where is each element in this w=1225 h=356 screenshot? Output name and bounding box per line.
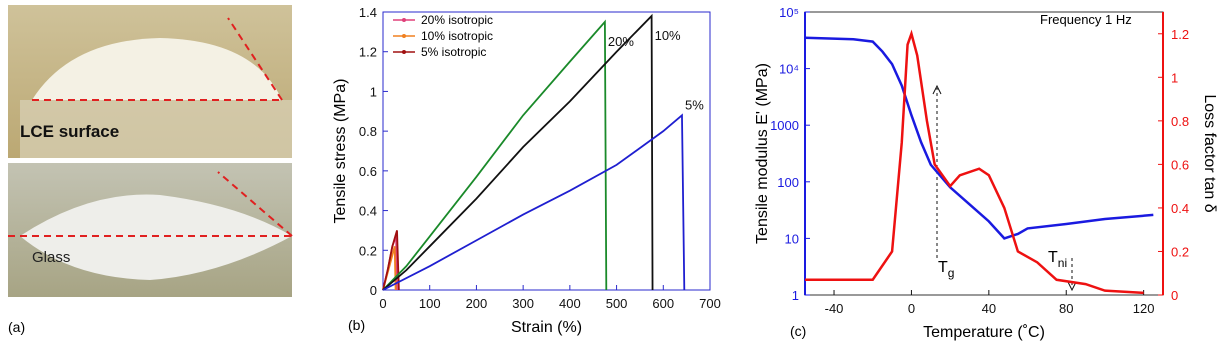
x-tick-label: 0 xyxy=(908,301,915,316)
x-tick-label: 120 xyxy=(1133,301,1155,316)
plot-frame xyxy=(804,11,1164,296)
y2-tick-label: 0.6 xyxy=(1171,157,1189,172)
arrow-head xyxy=(932,84,942,95)
annotation-sub: g xyxy=(948,266,955,280)
y-tick-label: 0 xyxy=(370,283,377,298)
series-line xyxy=(382,19,608,291)
y-tick-label: 0.8 xyxy=(359,124,377,139)
annotation: Tg xyxy=(938,259,954,280)
x-axis-label: Strain (%) xyxy=(511,319,582,336)
y2-tick-label: 0.4 xyxy=(1171,201,1189,216)
y-tick-label: 0.6 xyxy=(359,164,377,179)
annotation-sub: ni xyxy=(1058,256,1067,270)
y-tick-label: 10⁴ xyxy=(779,62,799,77)
photo-glass: Glass xyxy=(8,163,293,297)
y2-tick-label: 1.2 xyxy=(1171,27,1189,42)
legend-marker xyxy=(402,50,406,54)
panel-label: (c) xyxy=(790,323,806,339)
y2-tick-label: 0 xyxy=(1171,288,1178,303)
annotation: Tni xyxy=(1048,249,1067,270)
series-line xyxy=(382,230,400,291)
photo-label: LCE surface xyxy=(20,122,119,141)
x-tick-label: 40 xyxy=(982,301,996,316)
legend-marker xyxy=(402,34,406,38)
arrow-head xyxy=(1067,281,1077,292)
y-tick-label: 1 xyxy=(792,288,799,303)
legend-marker xyxy=(402,18,406,22)
annotation-text: T xyxy=(1048,249,1058,266)
series-line xyxy=(805,29,1144,295)
series-label: 20% xyxy=(608,34,634,49)
y2-tick-label: 0.2 xyxy=(1171,244,1189,259)
series-line xyxy=(804,36,1154,240)
series-line xyxy=(382,13,654,291)
x-tick-label: 400 xyxy=(559,296,581,311)
legend-label: 20% isotropic xyxy=(421,13,493,27)
x-tick-label: 100 xyxy=(419,296,441,311)
x-tick-label: 500 xyxy=(606,296,628,311)
y2-tick-label: 0.8 xyxy=(1171,114,1189,129)
y-tick-label: 1000 xyxy=(770,118,799,133)
series-label: 5% xyxy=(685,97,704,112)
y-axis-label: Tensile modulus E' (MPa) xyxy=(754,63,771,244)
y-tick-label: 1.2 xyxy=(359,45,377,60)
panel-label: (b) xyxy=(348,317,365,333)
x-tick-label: 0 xyxy=(379,296,386,311)
y-tick-label: 1.4 xyxy=(359,5,377,20)
annotation-text: T xyxy=(938,259,948,276)
photo-label: Glass xyxy=(32,249,70,266)
x-axis-label: Temperature (˚C) xyxy=(923,324,1045,341)
y-tick-label: 100 xyxy=(777,175,799,190)
annotation: Frequency 1 Hz xyxy=(1040,12,1132,27)
x-tick-label: 700 xyxy=(699,296,721,311)
legend-label: 5% isotropic xyxy=(421,45,486,59)
y-tick-label: 0.2 xyxy=(359,243,377,258)
y-tick-label: 10⁵ xyxy=(779,5,799,20)
series-label: 10% xyxy=(655,28,681,43)
legend-label: 10% isotropic xyxy=(421,29,493,43)
x-tick-label: -40 xyxy=(825,301,844,316)
x-tick-label: 600 xyxy=(652,296,674,311)
y2-axis-label: Loss factor tan δ xyxy=(1201,94,1218,212)
y-tick-label: 0.4 xyxy=(359,204,377,219)
x-tick-label: 200 xyxy=(466,296,488,311)
panel-label: (a) xyxy=(8,319,25,335)
x-tick-label: 80 xyxy=(1059,301,1073,316)
series-line xyxy=(382,113,686,291)
photo-lce: LCE surface xyxy=(8,5,292,158)
y-tick-label: 1 xyxy=(370,84,377,99)
x-tick-label: 300 xyxy=(512,296,534,311)
y-axis-label: Tensile stress (MPa) xyxy=(332,79,349,224)
y-tick-label: 10 xyxy=(785,231,799,246)
plot-frame xyxy=(382,11,711,291)
y2-tick-label: 1 xyxy=(1171,70,1178,85)
